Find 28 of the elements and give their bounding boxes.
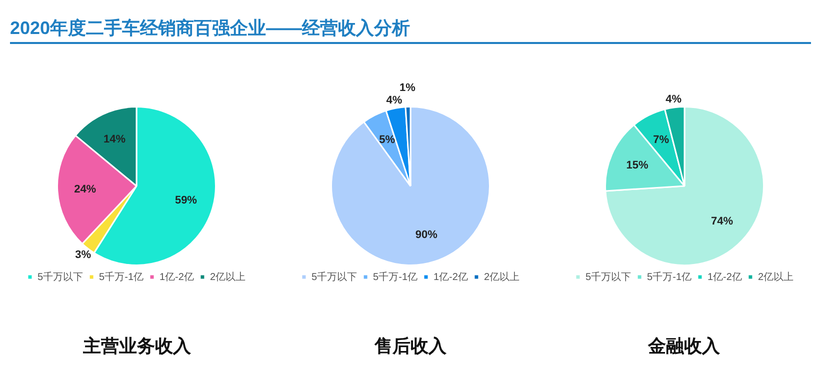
legend-label: 5千万以下	[38, 270, 84, 283]
data-label: 7%	[652, 134, 669, 146]
legend-label: 1亿-2亿	[433, 272, 468, 283]
data-label: 24%	[74, 183, 97, 196]
legend-label: 1亿-2亿	[707, 272, 742, 283]
data-label: 4%	[665, 94, 682, 106]
data-label: 14%	[104, 133, 126, 146]
legend-label: 2亿以上	[758, 270, 794, 283]
data-label: 1%	[399, 82, 416, 94]
legend-label: 5千万-1亿	[373, 270, 418, 283]
data-label: 74%	[710, 215, 733, 228]
data-label: 4%	[386, 94, 402, 106]
legend-label: 5千万以下	[311, 270, 358, 283]
legend-label: 5千万-1亿	[646, 270, 692, 283]
legend-label: 1亿-2亿	[160, 272, 194, 283]
data-label: 15%	[626, 160, 648, 172]
legend-label: 5千万-1亿	[99, 270, 144, 283]
data-label: 5%	[379, 134, 396, 146]
text: 金融收入	[648, 335, 720, 358]
text: 售后收入	[374, 335, 446, 358]
legend-label: 2亿以上	[210, 270, 246, 283]
text: 主营业务收入	[82, 335, 191, 358]
data-label: 90%	[415, 229, 438, 242]
data-label: 3%	[75, 248, 92, 261]
data-label: 59%	[175, 194, 198, 206]
text: 2020年度二手车经销商百强企业——经营收入分析	[10, 17, 412, 40]
legend-label: 2亿以上	[484, 270, 520, 283]
legend-label: 5千万以下	[585, 270, 631, 283]
